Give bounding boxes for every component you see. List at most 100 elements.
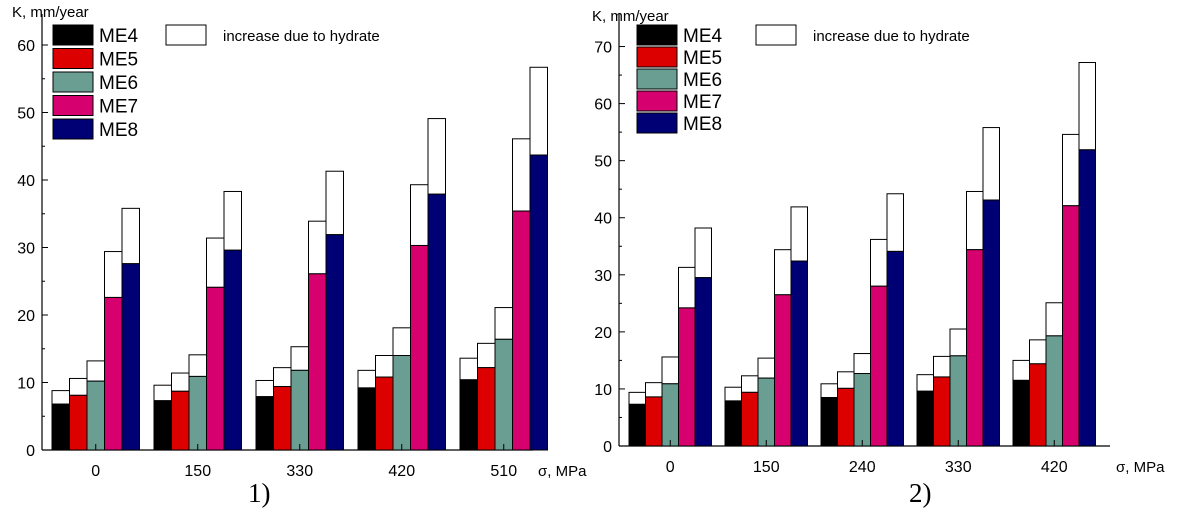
legend-label-ME7: ME7 xyxy=(99,97,138,118)
legend-swatch-increase xyxy=(755,24,797,46)
bar-increase-ME5-0 xyxy=(645,382,663,398)
bar-ME4-420 xyxy=(357,387,376,451)
bar-increase-ME4-240 xyxy=(820,383,838,398)
bar-ME4-330 xyxy=(255,396,274,451)
legend-label-ME7: ME7 xyxy=(683,92,722,113)
bar-ME4-510 xyxy=(459,379,478,451)
bar-ME4-150 xyxy=(724,400,742,447)
bar-ME4-0 xyxy=(51,403,70,451)
y-tick-label: 0 xyxy=(603,439,612,456)
bar-ME7-420 xyxy=(1062,205,1080,447)
bar-ME5-0 xyxy=(69,394,88,451)
bar-increase-ME5-330 xyxy=(273,367,292,388)
bar-ME7-510 xyxy=(512,210,531,451)
bar-increase-ME6-0 xyxy=(661,356,679,385)
bar-ME5-330 xyxy=(933,376,951,447)
x-tick-label: 150 xyxy=(184,463,211,480)
legend-label-ME4: ME4 xyxy=(99,26,139,47)
legend-swatch-ME5 xyxy=(636,46,678,68)
bar-ME7-240 xyxy=(870,285,888,447)
bar-increase-ME5-150 xyxy=(171,372,190,392)
legend-label-ME5: ME5 xyxy=(99,50,138,71)
y-tick-label: 10 xyxy=(594,382,612,399)
bar-increase-ME8-420 xyxy=(1078,62,1096,151)
y-tick-label: 30 xyxy=(594,268,612,285)
bar-increase-ME5-150 xyxy=(741,375,759,393)
bar-increase-ME5-240 xyxy=(837,371,855,389)
bar-increase-ME6-0 xyxy=(86,360,105,382)
bar-increase-ME8-330 xyxy=(982,127,1000,201)
legend-swatch-ME5 xyxy=(52,48,94,69)
y-axis-label: K, mm/year xyxy=(592,8,669,25)
bar-increase-ME4-0 xyxy=(628,391,646,405)
bar-increase-ME4-420 xyxy=(1012,359,1030,381)
legend-label-ME8: ME8 xyxy=(683,114,722,135)
bar-increase-ME4-150 xyxy=(153,384,172,402)
bar-increase-ME4-150 xyxy=(724,386,742,402)
bar-increase-ME6-510 xyxy=(494,307,513,340)
y-tick-label: 60 xyxy=(17,38,35,55)
bar-increase-ME4-0 xyxy=(51,390,70,405)
bar-ME7-150 xyxy=(774,294,792,447)
bar-ME8-420 xyxy=(427,193,446,451)
bar-increase-ME4-420 xyxy=(357,369,376,389)
bar-ME4-150 xyxy=(153,400,172,451)
y-tick-label: 50 xyxy=(594,154,612,171)
x-tick-label: 0 xyxy=(91,463,100,480)
bar-ME5-150 xyxy=(171,390,190,451)
legend-label-ME6: ME6 xyxy=(683,70,722,91)
bar-increase-ME7-0 xyxy=(678,266,696,309)
bar-increase-ME6-330 xyxy=(949,328,967,357)
bar-increase-ME7-0 xyxy=(104,251,123,298)
bar-ME8-240 xyxy=(886,250,904,447)
bar-increase-ME7-330 xyxy=(966,190,984,251)
bar-ME6-510 xyxy=(494,338,513,451)
x-tick-label: 150 xyxy=(753,459,780,476)
y-axis-label: K, mm/year xyxy=(12,4,89,21)
bar-increase-ME8-330 xyxy=(325,170,344,236)
legend-label-ME4: ME4 xyxy=(683,26,723,47)
y-tick-label: 0 xyxy=(26,443,35,460)
legend-label-ME6: ME6 xyxy=(99,73,138,94)
legend-label-increase: increase due to hydrate xyxy=(223,28,380,45)
bar-increase-ME7-420 xyxy=(410,184,429,246)
bar-ME5-150 xyxy=(741,391,759,447)
legend-swatch-ME7 xyxy=(52,95,94,116)
bar-ME6-240 xyxy=(853,373,871,447)
x-axis-label: σ, MPa xyxy=(1116,459,1165,476)
bar-ME6-150 xyxy=(188,375,207,451)
bar-ME8-510 xyxy=(529,154,548,451)
bar-increase-ME4-510 xyxy=(459,357,478,381)
legend-label-increase: increase due to hydrate xyxy=(813,28,970,45)
bar-ME6-0 xyxy=(86,380,105,451)
bar-increase-ME8-150 xyxy=(223,190,242,251)
bar-ME6-150 xyxy=(757,377,775,447)
bar-ME7-0 xyxy=(678,307,696,447)
bar-ME5-420 xyxy=(1029,363,1047,447)
x-tick-label: 330 xyxy=(945,459,972,476)
y-tick-label: 60 xyxy=(594,97,612,114)
bar-increase-ME4-330 xyxy=(916,374,934,392)
bar-increase-ME7-150 xyxy=(774,249,792,296)
bar-ME5-240 xyxy=(837,387,855,447)
bar-ME7-420 xyxy=(410,244,429,451)
bar-increase-ME5-510 xyxy=(477,342,496,369)
bar-ME7-330 xyxy=(308,273,327,451)
bar-increase-ME8-420 xyxy=(427,118,446,195)
bar-ME5-510 xyxy=(477,367,496,451)
y-tick-label: 30 xyxy=(17,241,35,258)
bar-ME5-330 xyxy=(273,386,292,451)
bar-increase-ME8-0 xyxy=(121,207,140,265)
bar-increase-ME7-330 xyxy=(308,220,327,275)
y-tick-label: 70 xyxy=(594,40,612,57)
panel-2-caption: 2) xyxy=(909,478,932,508)
x-tick-label: 330 xyxy=(286,463,313,480)
bar-increase-ME6-330 xyxy=(290,346,309,371)
x-axis-label: σ, MPa xyxy=(538,463,587,480)
legend-swatch-ME8 xyxy=(52,118,94,140)
bar-ME6-420 xyxy=(392,355,411,451)
bar-increase-ME7-240 xyxy=(870,238,888,287)
bar-ME5-0 xyxy=(645,396,663,447)
y-tick-label: 40 xyxy=(17,173,35,190)
